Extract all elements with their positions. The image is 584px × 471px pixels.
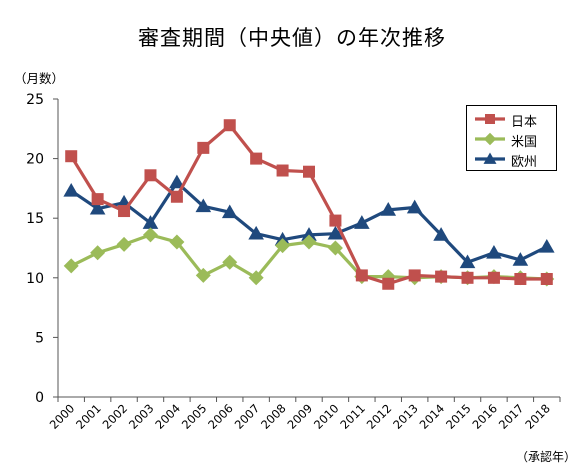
marker-square (170, 190, 183, 203)
x-tick-label: 2003 (126, 401, 157, 432)
y-tick-label: 10 (26, 271, 44, 287)
legend-item-japan: 日本 (471, 110, 557, 130)
x-tick-label: 2006 (205, 401, 236, 432)
marker-triangle (538, 239, 555, 253)
x-tick-label: 2012 (364, 401, 395, 432)
x-tick-label: 2009 (285, 401, 316, 432)
marker-diamond (222, 254, 238, 270)
legend-swatch-japan (475, 114, 505, 124)
legend-swatch-us (475, 132, 505, 146)
marker-triangle (195, 198, 212, 213)
marker-triangle (459, 254, 476, 269)
x-tick-label: 2017 (496, 401, 527, 432)
marker-square (382, 277, 395, 290)
legend-label-us: 米国 (511, 135, 538, 150)
marker-triangle (63, 182, 80, 197)
x-tick-label: 2011 (337, 401, 368, 432)
legend-item-eu: 欧州 (471, 150, 557, 170)
marker-diamond (142, 227, 158, 243)
marker-square (355, 269, 368, 282)
x-tick-label: 2007 (232, 401, 263, 432)
marker-triangle (483, 152, 497, 164)
x-tick-label: 2000 (47, 401, 78, 432)
legend-swatch-eu (475, 152, 505, 164)
y-tick-label: 25 (26, 92, 44, 108)
x-tick-label: 2005 (179, 401, 210, 432)
x-tick-label: 2008 (258, 401, 289, 432)
x-tick-label: 2014 (417, 401, 448, 432)
marker-triangle (327, 225, 344, 240)
marker-square (223, 119, 236, 132)
marker-square (65, 150, 78, 163)
marker-diamond (195, 267, 211, 283)
y-tick-label: 0 (35, 390, 44, 406)
marker-square (144, 169, 157, 182)
legend: 日本 米国 欧州 (466, 105, 557, 171)
marker-square (91, 193, 104, 206)
marker-square (435, 270, 448, 283)
marker-square (276, 164, 289, 177)
series-line (70, 180, 548, 264)
marker-square (197, 141, 210, 154)
marker-square (461, 271, 474, 284)
y-tick-label: 20 (26, 152, 44, 168)
marker-square (329, 214, 342, 227)
legend-label-eu: 欧州 (511, 155, 538, 170)
marker-diamond (275, 238, 291, 254)
y-tick-label: 5 (35, 330, 44, 346)
marker-triangle (354, 215, 370, 229)
x-tick-label: 2002 (100, 401, 131, 432)
x-tick-label: 2010 (311, 401, 342, 432)
marker-triangle (406, 199, 423, 214)
marker-triangle (89, 200, 106, 215)
marker-triangle (512, 252, 529, 266)
marker-square (408, 269, 421, 282)
marker-triangle (221, 204, 238, 219)
marker-diamond (483, 132, 497, 146)
marker-diamond (327, 240, 343, 256)
marker-square (540, 272, 553, 285)
marker-diamond (116, 236, 132, 252)
marker-diamond (248, 270, 264, 286)
marker-triangle (433, 227, 449, 241)
marker-diamond (90, 245, 106, 261)
marker-square (250, 152, 263, 165)
marker-square (118, 205, 131, 218)
x-tick-label: 2018 (522, 401, 553, 432)
x-tick-label: 2013 (390, 401, 421, 432)
marker-square (487, 271, 500, 284)
marker-triangle (301, 227, 317, 241)
y-tick-label: 15 (26, 211, 44, 227)
x-axis-unit-label: （承認年） (516, 450, 577, 464)
x-tick-label: 2001 (73, 401, 104, 432)
y-axis-unit-label: （月数） (14, 71, 65, 86)
marker-triangle (248, 225, 264, 240)
x-tick-label: 2015 (443, 401, 474, 432)
marker-diamond (63, 258, 79, 274)
x-tick-label: 2016 (469, 401, 500, 432)
marker-triangle (169, 174, 185, 189)
marker-triangle (486, 244, 502, 259)
chart-title: 審査期間（中央値）の年次推移 (138, 26, 446, 50)
marker-triangle (142, 215, 159, 229)
marker-diamond (301, 234, 317, 250)
marker-triangle (380, 202, 397, 216)
legend-label-japan: 日本 (511, 115, 538, 130)
marker-square (303, 165, 315, 178)
marker-square (485, 114, 495, 124)
marker-square (514, 272, 527, 285)
marker-diamond (169, 234, 185, 250)
legend-item-us: 米国 (471, 130, 557, 150)
x-tick-label: 2004 (152, 401, 183, 432)
